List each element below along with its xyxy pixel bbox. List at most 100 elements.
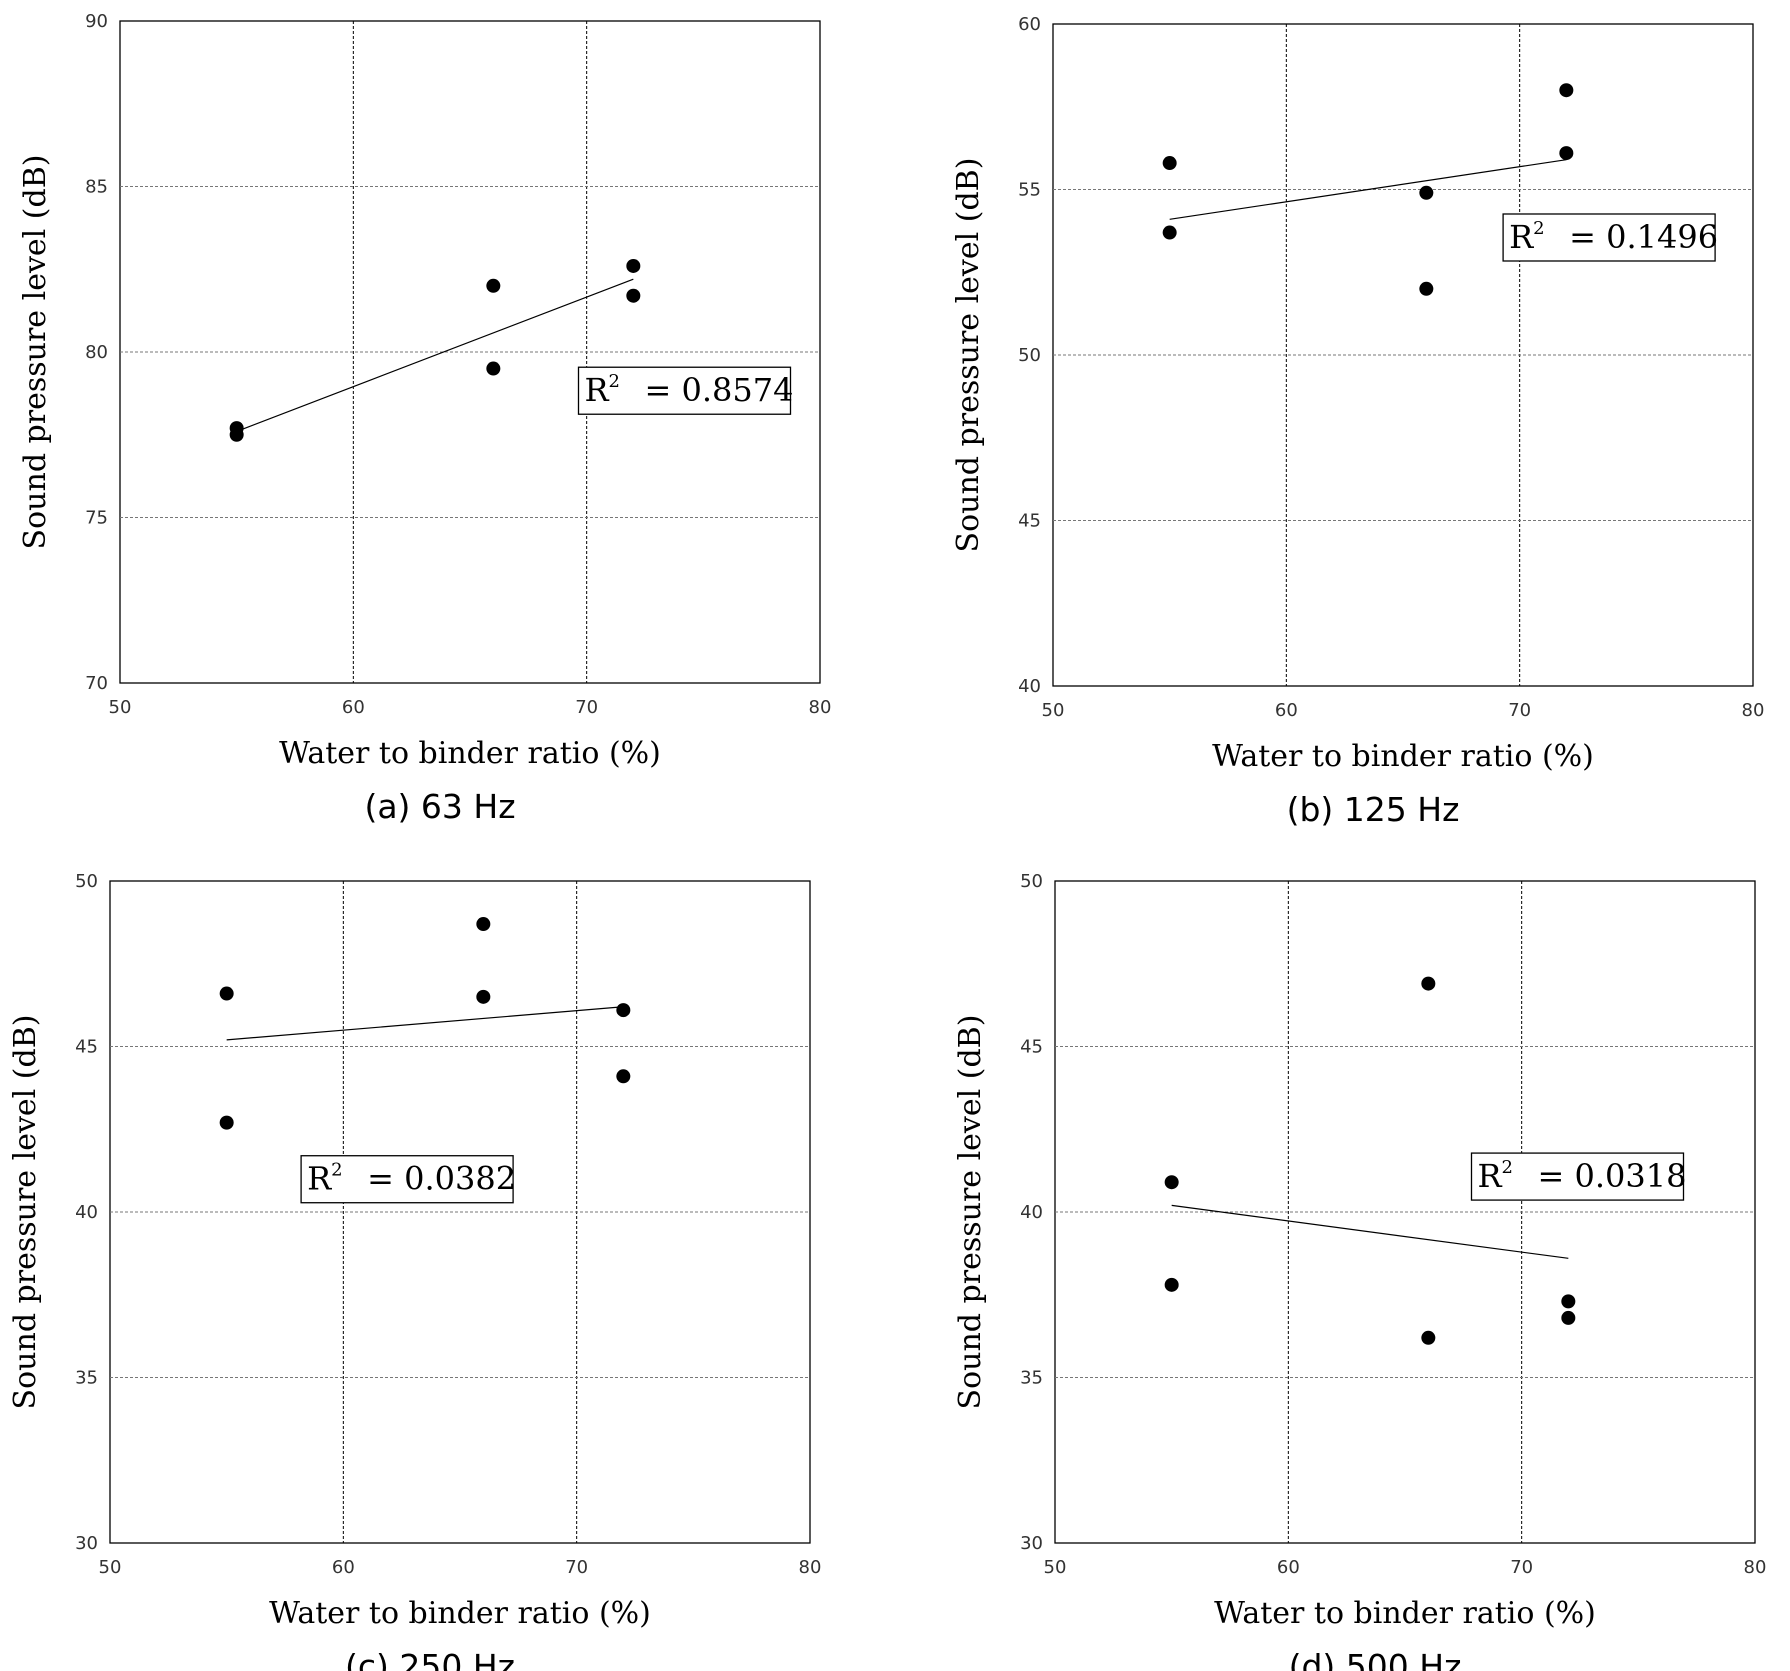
data-point <box>229 427 244 442</box>
tick-labels: 50 60 70 80 70 75 80 85 90 <box>85 11 831 718</box>
data-point <box>1162 156 1177 171</box>
data-point <box>616 1003 631 1018</box>
data-point <box>219 986 234 1001</box>
r2-annotation: R 2 = 0.1496 <box>1502 213 1718 262</box>
trendline <box>1171 1204 1569 1259</box>
panel-b: 50 60 70 80 40 45 50 55 60 R 2 = 0.1496 Sound pr… <box>951 14 1764 829</box>
data-point <box>1421 1330 1436 1345</box>
y-tick-label: 70 <box>85 673 108 694</box>
panel-a: 50 60 70 80 70 75 80 85 90 R 2 = 0.8574 Sound pr… <box>18 11 831 826</box>
r2-box <box>300 1155 514 1204</box>
y-tick-label: 40 <box>75 1202 98 1223</box>
r2-superscript: 2 <box>1502 1157 1513 1178</box>
data-point <box>476 989 491 1004</box>
gridlines <box>120 21 820 683</box>
r2-annotation: R 2 = 0.8574 <box>577 366 794 415</box>
x-axis-title: Water to binder ratio (%) <box>269 1596 651 1631</box>
r2-value: = 0.0382 <box>367 1160 516 1198</box>
y-tick-label: 40 <box>1018 676 1041 697</box>
y-tick-label: 60 <box>1018 14 1041 35</box>
gridlines <box>1055 881 1755 1543</box>
y-axis-title: Sound pressure level (dB) <box>953 1015 988 1410</box>
y-tick-label: 35 <box>1020 1368 1043 1389</box>
r2-box <box>577 366 792 415</box>
y-tick-label: 45 <box>75 1037 98 1058</box>
y-tick-label: 45 <box>1020 1037 1043 1058</box>
data-point <box>1561 1310 1576 1325</box>
x-tick-label: 80 <box>799 1557 822 1578</box>
trendline <box>1169 159 1567 220</box>
y-tick-label: 35 <box>75 1368 98 1389</box>
data-point <box>486 278 501 293</box>
x-axis-title: Water to binder ratio (%) <box>1212 739 1594 774</box>
x-tick-label: 60 <box>332 1557 355 1578</box>
x-tick-label: 70 <box>565 1557 588 1578</box>
gridlines <box>1053 24 1753 686</box>
y-tick-label: 80 <box>85 342 108 363</box>
x-tick-label: 70 <box>575 697 598 718</box>
r2-annotation: R 2 = 0.0382 <box>300 1155 516 1204</box>
r2-superscript: 2 <box>331 1160 342 1181</box>
r2-value: = 0.8574 <box>645 371 794 409</box>
r2-value: = 0.1496 <box>1569 218 1718 256</box>
data-points <box>229 258 641 442</box>
data-point <box>616 1069 631 1084</box>
data-point <box>486 361 501 376</box>
y-tick-label: 30 <box>1020 1533 1043 1554</box>
data-point <box>626 288 641 303</box>
data-point <box>476 917 491 932</box>
data-point <box>626 258 641 273</box>
r2-box <box>1470 1152 1685 1201</box>
x-tick-label: 80 <box>1742 700 1765 721</box>
x-tick-label: 60 <box>342 697 365 718</box>
r2-label: R <box>307 1160 332 1198</box>
r2-superscript: 2 <box>1533 218 1544 239</box>
y-tick-label: 75 <box>85 508 108 529</box>
data-point <box>1164 1175 1179 1190</box>
data-point <box>1559 83 1574 98</box>
panel-d: 50 60 70 80 30 35 40 45 50 R 2 = 0.0318 Sound pr… <box>953 871 1766 1671</box>
x-tick-label: 50 <box>99 1557 122 1578</box>
y-tick-label: 45 <box>1018 511 1041 532</box>
y-axis-title: Sound pressure level (dB) <box>18 155 53 550</box>
r2-label: R <box>1509 218 1534 256</box>
x-tick-label: 60 <box>1275 700 1298 721</box>
data-point <box>1164 1277 1179 1292</box>
y-tick-label: 90 <box>85 11 108 32</box>
gridlines <box>110 881 810 1543</box>
y-tick-label: 30 <box>75 1533 98 1554</box>
r2-annotation: R 2 = 0.0318 <box>1470 1152 1687 1201</box>
tick-labels: 50 60 70 80 30 35 40 45 50 <box>75 871 821 1578</box>
panel-caption: (a) 63 Hz <box>364 787 515 826</box>
panel-c: 50 60 70 80 30 35 40 45 50 R 2 = 0.0382 Sound pr… <box>8 871 821 1671</box>
trendline <box>236 278 634 433</box>
panel-caption: (b) 125 Hz <box>1287 790 1460 829</box>
data-point <box>1559 146 1574 161</box>
trendline <box>226 1006 624 1041</box>
r2-value: = 0.0318 <box>1538 1157 1687 1195</box>
y-tick-label: 40 <box>1020 1202 1043 1223</box>
x-tick-label: 50 <box>1042 700 1065 721</box>
data-point <box>219 1115 234 1130</box>
y-tick-label: 55 <box>1018 180 1041 201</box>
y-tick-label: 50 <box>1018 345 1041 366</box>
data-points <box>219 917 631 1130</box>
data-point <box>1162 225 1177 240</box>
data-points <box>1162 83 1574 296</box>
x-axis-title: Water to binder ratio (%) <box>279 736 661 771</box>
r2-label: R <box>1478 1157 1503 1195</box>
x-tick-label: 50 <box>109 697 132 718</box>
tick-labels: 50 60 70 80 40 45 50 55 60 <box>1018 14 1764 721</box>
data-point <box>1419 281 1434 296</box>
x-tick-label: 60 <box>1277 1557 1300 1578</box>
data-point <box>1561 1294 1576 1309</box>
panel-caption: (d) 500 Hz <box>1289 1647 1462 1671</box>
y-tick-label: 85 <box>85 177 108 198</box>
data-point <box>1419 185 1434 200</box>
y-axis-title: Sound pressure level (dB) <box>951 158 986 553</box>
panel-caption: (c) 250 Hz <box>345 1647 515 1671</box>
x-tick-label: 80 <box>809 697 832 718</box>
r2-superscript: 2 <box>609 371 620 392</box>
x-tick-label: 70 <box>1510 1557 1533 1578</box>
